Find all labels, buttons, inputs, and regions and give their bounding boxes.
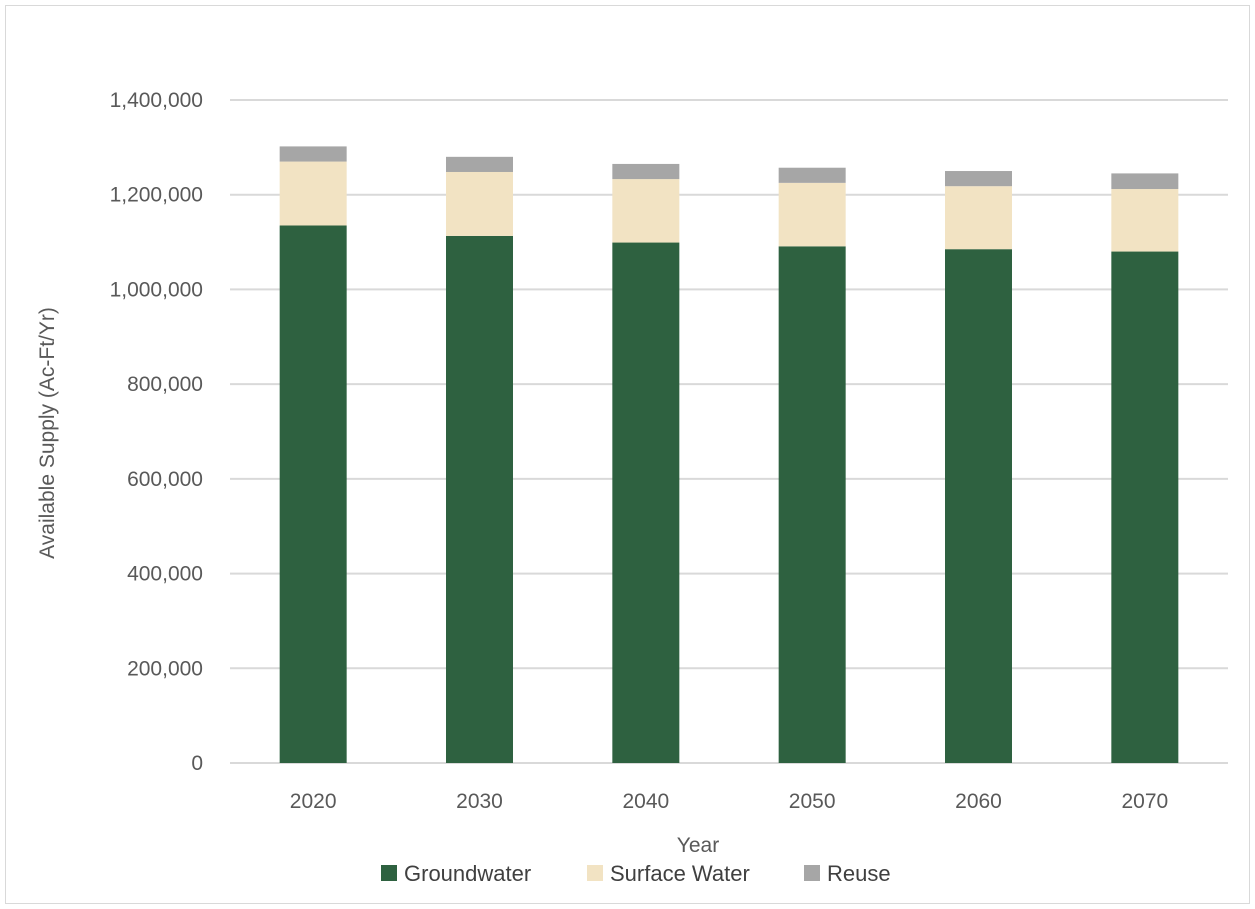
bar-surface-water-2030 xyxy=(446,171,513,236)
legend: Groundwater Surface Water Reuse xyxy=(381,861,891,886)
bar-surface-water-2020 xyxy=(279,161,347,226)
bar-reuse-2040 xyxy=(612,163,680,180)
legend-label: Reuse xyxy=(827,861,891,886)
bar-reuse-2050 xyxy=(778,167,846,183)
x-tick-label: 2030 xyxy=(456,790,503,813)
y-tick-label: 1,000,000 xyxy=(110,278,203,301)
x-tick-label: 2060 xyxy=(955,790,1002,813)
x-tick-label: 2050 xyxy=(789,790,836,813)
y-tick-label: 600,000 xyxy=(127,468,203,491)
legend-swatch-reuse xyxy=(804,865,820,881)
legend-label: Surface Water xyxy=(610,861,750,886)
legend-swatch-groundwater xyxy=(381,865,397,881)
y-tick-label: 200,000 xyxy=(127,657,203,680)
bar-groundwater-2020 xyxy=(279,225,347,763)
bar-groundwater-2030 xyxy=(446,235,513,764)
bar-groundwater-2060 xyxy=(945,249,1012,764)
bar-reuse-2020 xyxy=(279,146,347,162)
gridlines xyxy=(230,99,1228,764)
x-tick-label: 2040 xyxy=(622,790,669,813)
bar-surface-water-2060 xyxy=(945,186,1012,250)
y-tick-label: 400,000 xyxy=(127,563,203,586)
legend-label: Groundwater xyxy=(404,861,531,886)
bars xyxy=(279,146,1179,764)
y-axis-title: Available Supply (Ac-Ft/Yr) xyxy=(36,307,59,559)
x-tick-label: 2020 xyxy=(290,790,337,813)
bar-groundwater-2040 xyxy=(612,242,680,764)
x-axis-ticks: 2020 2030 2040 2050 2060 2070 xyxy=(290,790,1168,813)
y-tick-label: 1,200,000 xyxy=(110,184,203,207)
legend-swatch-surface-water xyxy=(587,865,603,881)
y-tick-label: 800,000 xyxy=(127,373,203,396)
x-tick-label: 2070 xyxy=(1121,790,1168,813)
y-axis-ticks: 0 200,000 400,000 600,000 800,000 1,000,000 1,… xyxy=(110,89,203,775)
bar-reuse-2060 xyxy=(945,171,1012,187)
bar-surface-water-2070 xyxy=(1111,189,1179,252)
y-tick-label: 1,400,000 xyxy=(110,89,203,112)
bar-surface-water-2040 xyxy=(612,179,680,243)
bar-reuse-2070 xyxy=(1111,173,1179,190)
bar-groundwater-2050 xyxy=(778,246,846,764)
bar-reuse-2030 xyxy=(446,156,513,172)
y-tick-label: 0 xyxy=(191,752,203,775)
bar-groundwater-2070 xyxy=(1111,251,1179,764)
bar-surface-water-2050 xyxy=(778,182,846,247)
x-axis-title: Year xyxy=(677,834,719,857)
